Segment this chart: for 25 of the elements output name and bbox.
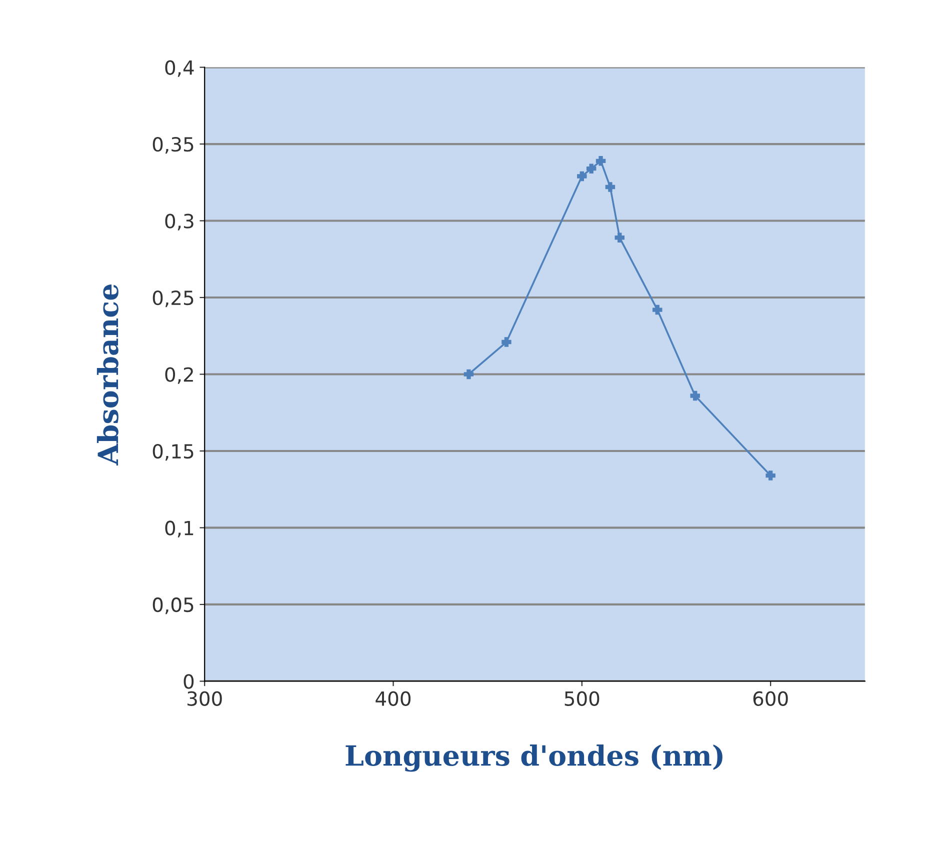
point [652,304,662,315]
y-tick-label: 0,25 [152,290,194,308]
point [502,337,512,347]
y-tick-label: 0,35 [152,136,194,154]
y-axis-title: Absorbance [96,284,118,466]
point [464,369,474,380]
point [596,156,606,166]
point [586,164,596,174]
y-tick-label: 0,3 [165,214,194,230]
x-axis-title: Longueurs d'ondes (nm) [346,744,722,772]
y-tick-label: 0,4 [165,60,194,77]
x-tick-label: 400 [376,691,411,706]
y-tick-label: 0 [184,674,194,689]
point [690,390,700,401]
x-tick-label: 600 [753,691,788,706]
y-tick-label: 0,15 [152,444,194,461]
x-tick-label: 300 [188,691,222,706]
point [577,171,587,182]
y-tick-label: 0,2 [165,367,193,384]
x-tick-label: 500 [564,691,600,706]
y-tick-label: 0,05 [152,597,194,614]
y-tick-label: 0,1 [165,520,194,538]
point [605,182,616,192]
point [766,470,776,480]
point [614,232,625,243]
